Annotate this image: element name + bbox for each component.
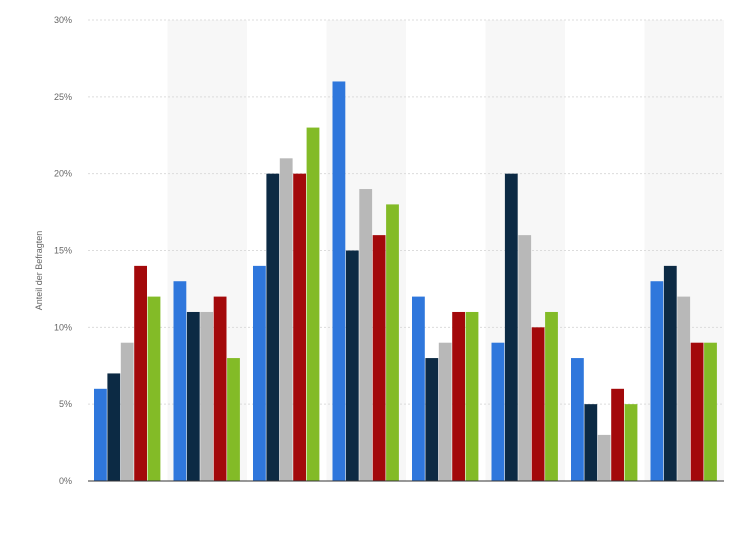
y-tick-label-5: 5% — [59, 399, 72, 409]
bars — [94, 81, 717, 482]
y-tick-label-15: 15% — [54, 246, 72, 256]
bar-s1-c0 — [107, 373, 121, 481]
bar-s0-c5 — [491, 342, 505, 481]
bar-s0-c6 — [571, 358, 584, 481]
bar-s2-c2 — [279, 158, 293, 482]
bar-s1-c1 — [186, 311, 200, 481]
bar-s2-c3 — [359, 189, 373, 481]
bar-s3-c1 — [213, 296, 227, 481]
bar-s1-c3 — [345, 250, 359, 481]
bar-s1-c7 — [663, 265, 677, 481]
bar-s1-c5 — [504, 173, 518, 482]
bar-s2-c7 — [677, 296, 691, 481]
bar-s0-c0 — [94, 388, 107, 481]
bar-s3-c6 — [611, 388, 624, 481]
y-tick-label-30: 30% — [54, 15, 72, 25]
bar-s3-c7 — [690, 342, 704, 481]
bar-s3-c0 — [134, 265, 147, 481]
bar-s2-c4 — [438, 342, 452, 481]
bar-s1-c4 — [425, 358, 439, 481]
bar-s0-c2 — [253, 265, 266, 481]
y-tick-label-25: 25% — [54, 92, 72, 102]
bar-s4-c2 — [306, 127, 320, 481]
bar-s0-c3 — [332, 81, 346, 481]
bar-s4-c1 — [227, 358, 240, 481]
bar-s2-c1 — [200, 311, 214, 481]
y-tick-label-20: 20% — [54, 169, 72, 179]
bar-s2-c0 — [120, 342, 134, 481]
bar-s4-c0 — [147, 296, 161, 481]
bar-s0-c4 — [412, 296, 425, 481]
bar-s2-c6 — [597, 434, 611, 481]
bar-s4-c7 — [704, 342, 717, 481]
bar-s4-c3 — [386, 204, 399, 481]
bar-s1-c2 — [266, 173, 280, 482]
bar-s4-c6 — [624, 404, 638, 481]
bar-s4-c5 — [545, 311, 558, 481]
bar-s3-c2 — [293, 173, 306, 482]
y-tick-label-0: 0% — [59, 476, 72, 486]
bar-s4-c4 — [465, 311, 479, 481]
bar-s1-c6 — [584, 404, 598, 481]
y-tick-label-10: 10% — [54, 322, 72, 332]
bar-s3-c3 — [372, 235, 386, 481]
y-tick-labels: 0% 5% 10% 15% 20% 25% 30% — [54, 15, 72, 486]
bar-s0-c1 — [173, 281, 187, 481]
bar-s2-c5 — [518, 235, 532, 481]
bar-s3-c4 — [452, 311, 465, 481]
bar-s0-c7 — [650, 281, 664, 481]
y-axis-title: Anteil der Befragten — [34, 231, 44, 311]
bar-s3-c5 — [531, 327, 545, 481]
